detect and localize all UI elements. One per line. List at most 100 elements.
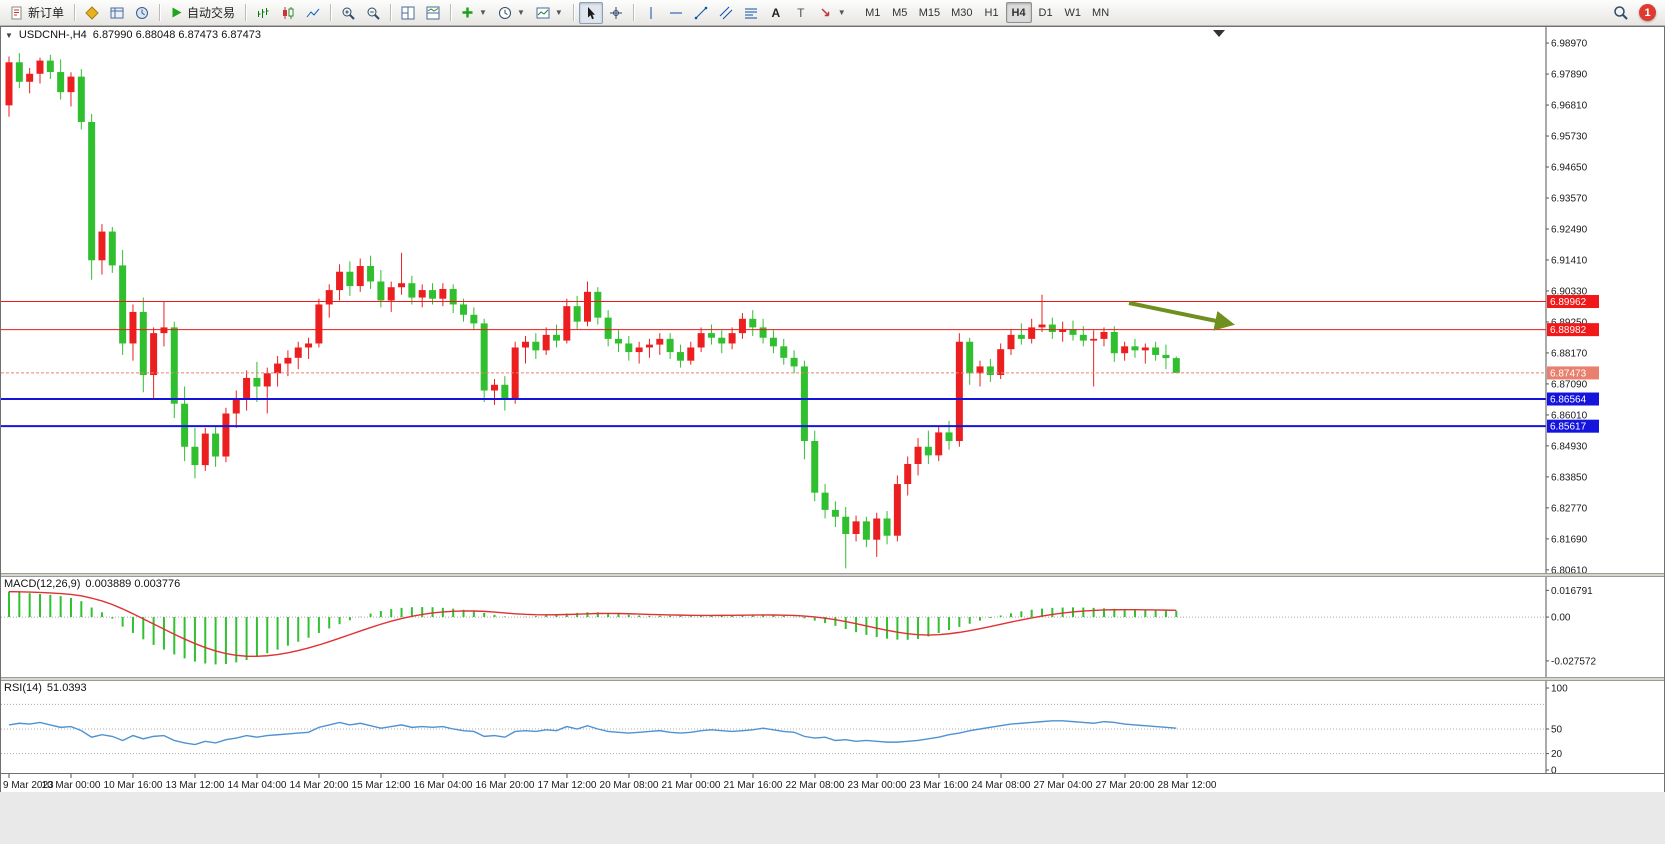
macd-label: MACD(12,26,9) 0.003889 0.003776 xyxy=(4,578,180,590)
svg-text:6.80610: 6.80610 xyxy=(1551,565,1588,573)
arrow-tool-icon xyxy=(819,6,833,20)
hline-tool-button[interactable] xyxy=(664,2,688,24)
candlestick-icon xyxy=(281,6,295,20)
tile-horizontal-icon xyxy=(426,6,440,20)
timeframe-w1[interactable]: W1 xyxy=(1060,2,1087,23)
svg-text:6.84930: 6.84930 xyxy=(1551,441,1588,452)
timeframe-d1[interactable]: D1 xyxy=(1033,2,1059,23)
play-icon xyxy=(170,6,183,19)
line-chart-icon xyxy=(306,6,320,20)
svg-text:17 Mar 12:00: 17 Mar 12:00 xyxy=(538,780,597,791)
svg-text:16 Mar 20:00: 16 Mar 20:00 xyxy=(476,780,535,791)
notification-badge[interactable]: 1 xyxy=(1639,4,1656,21)
periods-button[interactable]: ▼ xyxy=(493,2,530,24)
chart-line-button[interactable] xyxy=(301,2,325,24)
tile-windows-button[interactable] xyxy=(396,2,420,24)
svg-text:6.89962: 6.89962 xyxy=(1550,297,1587,308)
timeframe-group: M1 M5 M15 M30 H1 H4 D1 W1 MN xyxy=(860,2,1114,23)
charts-profile-button[interactable] xyxy=(80,2,104,24)
new-order-icon xyxy=(10,6,24,20)
svg-text:23 Mar 00:00: 23 Mar 00:00 xyxy=(848,780,907,791)
svg-text:6.87473: 6.87473 xyxy=(1550,368,1587,379)
svg-text:6.83850: 6.83850 xyxy=(1551,472,1588,483)
macd-values: 0.003889 0.003776 xyxy=(85,578,181,590)
market-watch-button[interactable] xyxy=(105,2,129,24)
arrows-tool-button[interactable]: ▼ xyxy=(814,2,851,24)
channel-tool-button[interactable] xyxy=(714,2,738,24)
timeframe-m5[interactable]: M5 xyxy=(887,2,913,23)
clock-icon xyxy=(498,6,512,20)
macd-pane[interactable]: 0.016791 0.00 -0.027572 MACD(12,26,9) 0.00… xyxy=(1,577,1664,677)
svg-text:22 Mar 08:00: 22 Mar 08:00 xyxy=(786,780,845,791)
timeframe-m30[interactable]: M30 xyxy=(946,2,977,23)
search-button[interactable] xyxy=(1608,2,1633,24)
bar-chart-icon xyxy=(256,6,270,20)
channel-icon xyxy=(719,6,733,20)
toolbar-separator xyxy=(245,4,247,21)
rsi-label: RSI(14) 51.0393 xyxy=(4,682,87,694)
svg-text:24 Mar 08:00: 24 Mar 08:00 xyxy=(972,780,1031,791)
profile-icon xyxy=(85,5,99,20)
zoom-out-button[interactable] xyxy=(361,2,385,24)
timeframe-mn[interactable]: MN xyxy=(1087,2,1114,23)
svg-text:0.016791: 0.016791 xyxy=(1551,586,1593,597)
window-footer xyxy=(0,792,1665,844)
svg-text:14 Mar 04:00: 14 Mar 04:00 xyxy=(228,780,287,791)
price-pane[interactable]: 6.98970 6.97890 6.96810 6.95730 6.94650 6.935… xyxy=(1,27,1664,576)
label-tool-icon: T xyxy=(797,5,805,20)
svg-text:14 Mar 20:00: 14 Mar 20:00 xyxy=(290,780,349,791)
rsi-pane[interactable]: 100 50 20 0 RSI(14) 51.0393 xyxy=(1,681,1664,777)
cursor-button[interactable] xyxy=(578,1,603,24)
time-axis[interactable]: 9 Mar 2023 10 Mar 00:00 10 Mar 16:00 13 Mar… xyxy=(1,773,1664,792)
trendline-tool-button[interactable] xyxy=(689,2,713,24)
timeframe-h4[interactable]: H4 xyxy=(1005,2,1032,23)
timeframe-m15[interactable]: M15 xyxy=(914,2,945,23)
timeframe-m1[interactable]: M1 xyxy=(860,2,886,23)
svg-text:23 Mar 16:00: 23 Mar 16:00 xyxy=(910,780,969,791)
toolbar-right: 1 xyxy=(1608,2,1660,24)
macd-canvas[interactable]: 0.016791 0.00 -0.027572 xyxy=(1,577,1664,677)
vertical-line-icon xyxy=(644,6,658,20)
svg-text:6.92490: 6.92490 xyxy=(1551,224,1588,235)
svg-text:6.96810: 6.96810 xyxy=(1551,101,1588,112)
vline-tool-button[interactable] xyxy=(639,2,663,24)
market-watch-icon xyxy=(110,6,124,20)
new-order-button[interactable]: 新订单 xyxy=(5,2,69,24)
templates-button[interactable]: ▼ xyxy=(531,2,568,24)
svg-text:21 Mar 16:00: 21 Mar 16:00 xyxy=(724,780,783,791)
pane-splitter[interactable] xyxy=(1,573,1664,577)
label-tool-button[interactable]: T xyxy=(789,2,813,24)
toolbar-separator xyxy=(330,4,332,21)
rsi-canvas[interactable]: 100 50 20 0 xyxy=(1,681,1664,777)
chart-ohlc-info: ▼ USDCNH-,H4 6.87990 6.88048 6.87473 6.8… xyxy=(5,29,261,41)
caret-down-icon: ▼ xyxy=(479,8,487,17)
zoom-in-button[interactable] xyxy=(336,2,360,24)
text-tool-button[interactable]: A xyxy=(764,2,788,24)
svg-text:27 Mar 20:00: 27 Mar 20:00 xyxy=(1096,780,1155,791)
fibonacci-tool-button[interactable] xyxy=(739,2,763,24)
svg-text:13 Mar 12:00: 13 Mar 12:00 xyxy=(166,780,225,791)
price-chart-canvas[interactable]: 6.98970 6.97890 6.96810 6.95730 6.94650 6.935… xyxy=(1,27,1664,576)
svg-text:6.91410: 6.91410 xyxy=(1551,255,1588,266)
tile-windows-icon xyxy=(401,6,415,20)
svg-text:9 Mar 2023: 9 Mar 2023 xyxy=(3,780,54,791)
timeframe-h1[interactable]: H1 xyxy=(979,2,1005,23)
one-click-collapse-icon[interactable]: ▼ xyxy=(5,30,13,40)
svg-text:6.89250: 6.89250 xyxy=(1551,317,1588,328)
navigator-button[interactable] xyxy=(130,2,154,24)
crosshair-button[interactable] xyxy=(604,2,628,24)
svg-text:6.86010: 6.86010 xyxy=(1551,410,1588,421)
svg-text:6.94650: 6.94650 xyxy=(1551,163,1588,174)
zoom-in-icon xyxy=(341,6,355,20)
tile-horizontal-button[interactable] xyxy=(421,2,445,24)
chart-candles-button[interactable] xyxy=(276,2,300,24)
indicators-button[interactable]: ▼ xyxy=(456,2,492,24)
chart-bars-button[interactable] xyxy=(251,2,275,24)
fibonacci-icon xyxy=(744,6,758,20)
pane-splitter[interactable] xyxy=(1,677,1664,681)
svg-text:6.98970: 6.98970 xyxy=(1551,39,1588,50)
svg-text:6.97890: 6.97890 xyxy=(1551,70,1588,81)
auto-trading-button[interactable]: 自动交易 xyxy=(165,2,240,24)
svg-text:10 Mar 16:00: 10 Mar 16:00 xyxy=(104,780,163,791)
